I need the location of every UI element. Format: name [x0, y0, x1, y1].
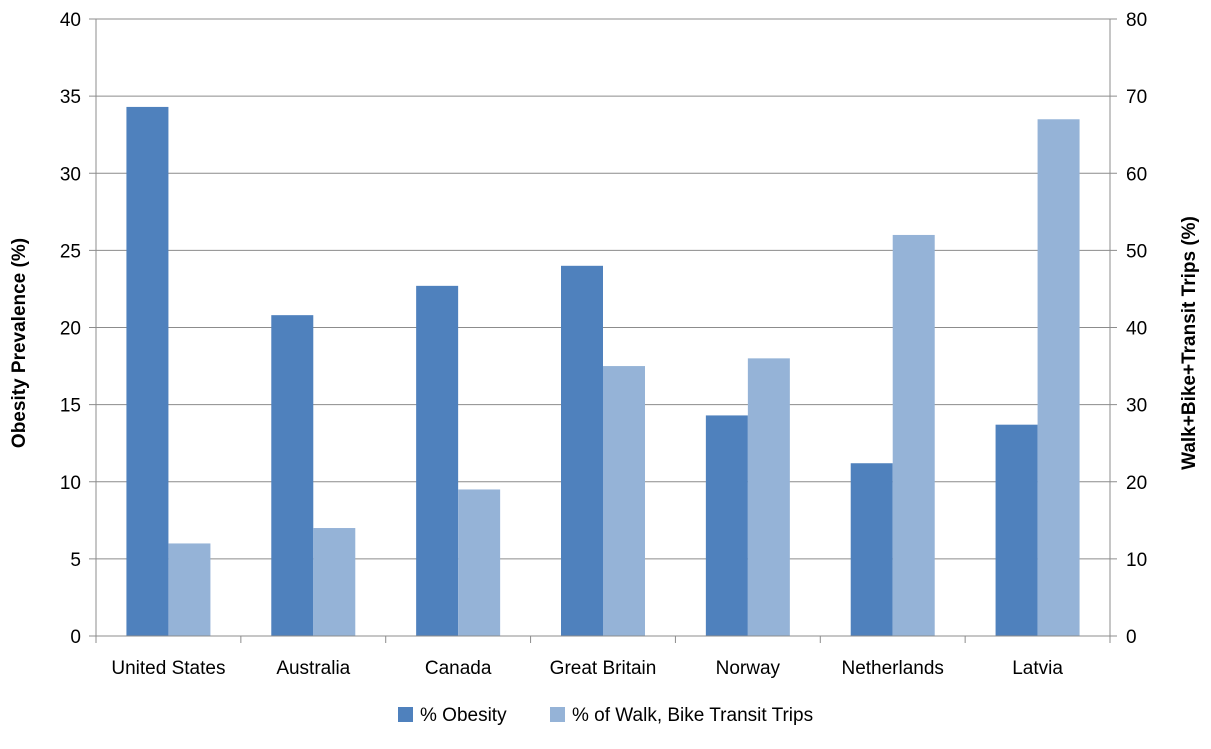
axes [89, 18, 1117, 643]
legend-swatch [550, 707, 565, 722]
right-tick-label: 50 [1126, 241, 1147, 262]
left-axis-title: Obesity Prevalence (%) [9, 238, 30, 448]
category-label: Great Britain [550, 658, 657, 679]
left-tick-label: 15 [60, 396, 81, 417]
category-label: Australia [276, 658, 350, 679]
category-label: United States [111, 658, 225, 679]
left-tick-label: 30 [60, 164, 81, 185]
bar-obesity-united-states [126, 106, 169, 637]
category-label: Netherlands [841, 658, 943, 679]
left-tick-label: 0 [70, 627, 81, 648]
right-tick-label: 80 [1126, 10, 1147, 31]
bar-obesity-norway [705, 415, 748, 636]
legend-swatch [398, 707, 413, 722]
bar-obesity-australia [271, 315, 314, 636]
legend-label: % of Walk, Bike Transit Trips [572, 705, 813, 726]
right-axis-title: Walk+Bike+Transit Trips (%) [1179, 216, 1200, 470]
bar-trips-united-states [168, 543, 211, 636]
bar-trips-canada [458, 489, 501, 636]
left-tick-label: 35 [60, 87, 81, 108]
category-label: Norway [716, 658, 781, 679]
left-tick-label: 20 [60, 319, 81, 340]
bar-trips-norway [747, 358, 790, 636]
left-axis-ticks: 0 5 10 15 20 25 30 35 40 [60, 10, 81, 648]
left-tick-label: 10 [60, 473, 81, 494]
bar-obesity-canada [416, 285, 459, 636]
left-tick-label: 25 [60, 241, 81, 262]
right-tick-label: 30 [1126, 396, 1147, 417]
bar-obesity-netherlands [850, 463, 893, 636]
legend: % Obesity % of Walk, Bike Transit Trips [398, 705, 813, 726]
bar-trips-netherlands [892, 234, 935, 636]
right-tick-label: 20 [1126, 473, 1147, 494]
right-tick-label: 40 [1126, 319, 1147, 340]
bar-obesity-great-britain [561, 265, 603, 636]
right-tick-label: 60 [1126, 164, 1147, 185]
category-label: Canada [425, 658, 492, 679]
bar-obesity-latvia [995, 424, 1038, 636]
bar-trips-latvia [1037, 119, 1080, 636]
right-tick-label: 70 [1126, 87, 1147, 108]
left-tick-label: 40 [60, 10, 81, 31]
right-tick-label: 10 [1126, 550, 1147, 571]
category-label: Latvia [1012, 658, 1063, 679]
right-tick-label: 0 [1126, 627, 1137, 648]
bar-trips-australia [313, 528, 356, 636]
bar-trips-great-britain [603, 366, 645, 636]
legend-label: % Obesity [420, 705, 507, 726]
left-tick-label: 5 [70, 550, 81, 571]
bars [126, 106, 1080, 637]
category-labels: United States Australia Canada Great Britai… [111, 658, 1063, 679]
right-axis-ticks: 0 10 20 30 40 50 60 70 80 [1126, 10, 1147, 648]
